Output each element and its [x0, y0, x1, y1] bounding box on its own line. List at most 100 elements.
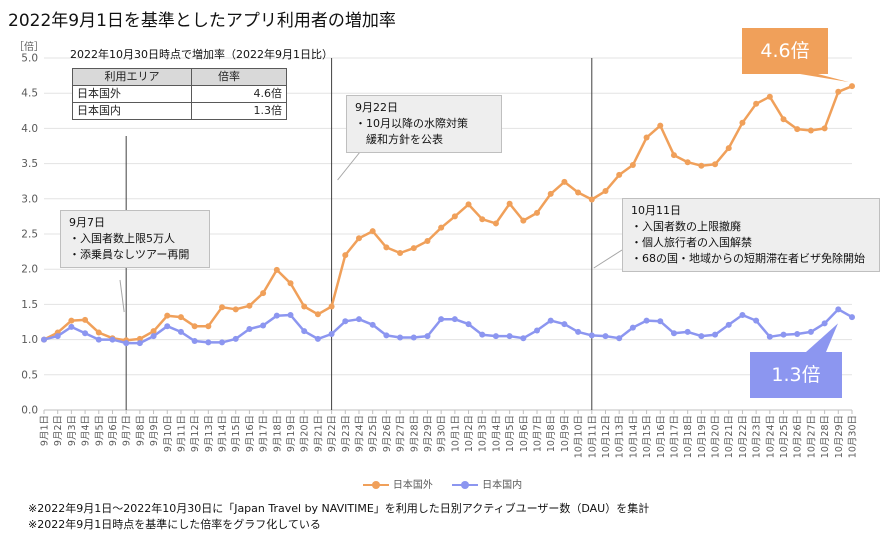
- data-point: [232, 306, 239, 313]
- data-point: [479, 331, 486, 338]
- annotation-line: ・10月以降の水際対策: [355, 117, 468, 130]
- data-point: [821, 125, 828, 132]
- data-point: [492, 333, 499, 340]
- data-point: [670, 152, 677, 159]
- x-tick-label: 9月26日: [382, 415, 393, 452]
- x-tick-label: 10月3日: [478, 415, 489, 452]
- x-tick-label: 10月17日: [669, 415, 680, 458]
- x-tick-label: 10月6日: [519, 415, 530, 452]
- data-point: [807, 127, 814, 134]
- x-tick-label: 10月14日: [628, 415, 639, 458]
- annotation-connector: [119, 279, 125, 313]
- x-tick-label: 9月2日: [53, 415, 64, 446]
- data-point: [753, 317, 760, 324]
- table-cell-rate: 4.6倍: [191, 85, 287, 103]
- data-point: [123, 340, 130, 347]
- x-tick-label: 9月28日: [409, 415, 420, 452]
- data-point: [506, 200, 513, 207]
- data-point: [520, 217, 527, 224]
- data-point: [68, 323, 75, 330]
- data-point: [725, 321, 732, 328]
- overseas-rate-badge: 4.6倍: [742, 28, 828, 74]
- x-tick-label: 10月20日: [711, 415, 722, 458]
- x-tick-label: 9月12日: [190, 415, 201, 452]
- x-tick-label: 10月11日: [587, 415, 598, 458]
- table-cell-area: 日本国内: [72, 102, 192, 120]
- data-point: [739, 119, 746, 126]
- annotation-oct11: 10月11日 ・入国者数の上限撤廃 ・個人旅行者の入国解禁 ・68の国・地域から…: [622, 198, 880, 272]
- y-tick-label: 4.0: [21, 123, 38, 135]
- annotation-sep7: 9月7日 ・入国者数上限5万人 ・添乗員なしツアー再開: [60, 210, 210, 268]
- legend-swatch-overseas: [362, 480, 389, 490]
- table-row: 日本国外 4.6倍: [72, 85, 287, 103]
- x-tick-label: 10月4日: [491, 415, 502, 452]
- x-tick-label: 10月10日: [574, 415, 585, 458]
- data-point: [232, 335, 239, 342]
- data-point: [451, 213, 458, 220]
- x-tick-label: 10月2日: [464, 415, 475, 452]
- annotation-line: ・入国者数の上限撤廃: [631, 220, 741, 233]
- data-point: [410, 334, 417, 341]
- data-point: [219, 339, 226, 346]
- table-cell-rate: 1.3倍: [191, 102, 287, 120]
- data-point: [561, 178, 568, 185]
- x-tick-label: 9月8日: [135, 415, 146, 446]
- data-point: [95, 336, 102, 343]
- data-point: [424, 238, 431, 245]
- x-tick-label: 10月18日: [683, 415, 694, 458]
- data-point: [547, 190, 554, 197]
- x-tick-label: 9月13日: [204, 415, 215, 452]
- data-point: [438, 316, 445, 323]
- legend-item-overseas: 日本国外: [362, 476, 433, 491]
- data-point: [725, 145, 732, 152]
- legend-label: 日本国外: [392, 480, 433, 491]
- annotation-line: 緩和方針を公表: [355, 133, 443, 146]
- data-point: [561, 321, 568, 328]
- data-point: [451, 316, 458, 323]
- x-tick-label: 9月24日: [354, 415, 365, 452]
- table-caption: 2022年10月30日時点で増加率（2022年9月1日比）: [70, 48, 333, 61]
- y-tick-label: 4.5: [21, 88, 38, 100]
- data-point: [835, 88, 842, 95]
- annotation-line: ・添乗員なしツアー再開: [69, 248, 190, 261]
- data-point: [82, 316, 89, 323]
- data-point: [342, 318, 349, 325]
- data-point: [575, 189, 582, 196]
- chart-title: 2022年9月1日を基準としたアプリ利用者の増加率: [8, 11, 396, 31]
- x-tick-label: 9月15日: [231, 415, 242, 452]
- data-point: [328, 330, 335, 337]
- x-tick-label: 9月14日: [218, 415, 229, 452]
- data-point: [698, 333, 705, 340]
- data-point: [602, 333, 609, 340]
- y-tick-label: 1.0: [21, 334, 38, 346]
- data-point: [616, 335, 623, 342]
- data-point: [780, 116, 787, 123]
- x-tick-label: 9月19日: [286, 415, 297, 452]
- annotation-line: 10月11日: [631, 204, 681, 217]
- data-point: [150, 333, 157, 340]
- domestic-badge-pointer: [806, 323, 838, 352]
- data-point: [355, 316, 362, 323]
- x-tick-label: 10月5日: [505, 415, 516, 452]
- x-tick-label: 9月18日: [272, 415, 283, 452]
- annotation-connector: [337, 151, 361, 181]
- data-point: [273, 312, 280, 319]
- data-point: [177, 328, 184, 335]
- table-row: 日本国内 1.3倍: [72, 102, 287, 120]
- y-tick-label: 3.5: [21, 158, 38, 170]
- data-point: [849, 314, 855, 321]
- table-header-rate: 倍率: [191, 68, 287, 86]
- x-tick-label: 10月13日: [615, 415, 626, 458]
- y-tick-label: 0.5: [21, 369, 38, 381]
- y-tick-label: 1.5: [21, 299, 38, 311]
- data-point: [355, 235, 362, 242]
- y-tick-label: 2.0: [21, 264, 38, 276]
- data-point: [520, 335, 527, 342]
- x-tick-label: 9月6日: [108, 415, 119, 446]
- x-tick-label: 9月23日: [341, 415, 352, 452]
- data-point: [849, 83, 855, 90]
- data-point: [205, 339, 212, 346]
- data-point: [150, 328, 157, 335]
- x-tick-label: 10月9日: [560, 415, 571, 452]
